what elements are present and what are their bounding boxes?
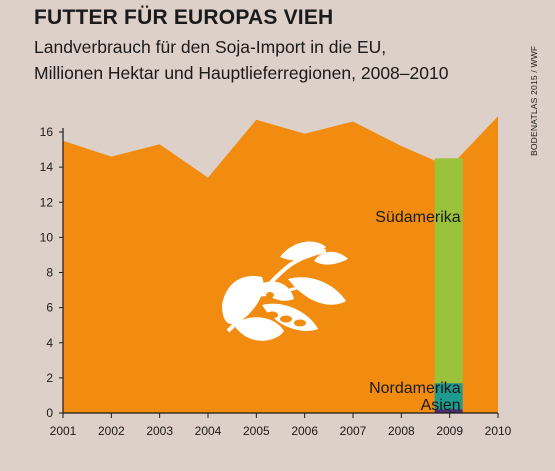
soybean-plant-icon — [222, 241, 348, 341]
y-tick-label: 12 — [40, 195, 54, 209]
x-tick-label: 2006 — [291, 424, 318, 438]
y-tick-label: 6 — [46, 301, 53, 315]
x-tick-label: 2001 — [50, 424, 77, 438]
bar-segment-asien — [434, 409, 463, 413]
x-tick-label: 2004 — [195, 424, 222, 438]
subtitle-line-1: Landverbrauch für den Soja-Import in die… — [34, 37, 387, 57]
area-layer — [63, 116, 498, 413]
y-tick-label: 10 — [40, 230, 54, 244]
chart-subtitle: Landverbrauch für den Soja-Import in die… — [34, 34, 448, 86]
bar-layer — [434, 158, 463, 413]
subtitle-line-2: Millionen Hektar und Hauptlieferregionen… — [34, 63, 449, 83]
y-tick-label: 0 — [46, 406, 53, 420]
chart-title: FUTTER FÜR EUROPAS VIEH — [34, 6, 334, 29]
y-tick-label: 2 — [46, 371, 53, 385]
area-series — [63, 116, 498, 413]
x-tick-label: 2002 — [98, 424, 125, 438]
label-suedamerika: Südamerika — [375, 209, 460, 226]
x-tick-label: 2005 — [243, 424, 270, 438]
y-tick-label: 16 — [40, 125, 54, 139]
y-tick-label: 4 — [46, 336, 53, 350]
bar-segment-nordamerika — [434, 383, 463, 410]
y-tick-label: 8 — [46, 266, 53, 280]
bar-segment-suedamerika — [434, 158, 463, 384]
x-tick-label: 2010 — [485, 424, 512, 438]
label-asien: Asien — [421, 397, 461, 414]
x-tick-label: 2007 — [340, 424, 367, 438]
label-nordamerika: Nordamerika — [369, 380, 461, 397]
x-tick-label: 2009 — [436, 424, 463, 438]
axes: 0 2 4 6 8 10 12 14 16 2001 2002 2003 2004 2005 2006 200… — [40, 125, 512, 438]
x-tick-label: 2008 — [388, 424, 415, 438]
y-tick-label: 14 — [40, 160, 54, 174]
x-tick-label: 2003 — [146, 424, 173, 438]
